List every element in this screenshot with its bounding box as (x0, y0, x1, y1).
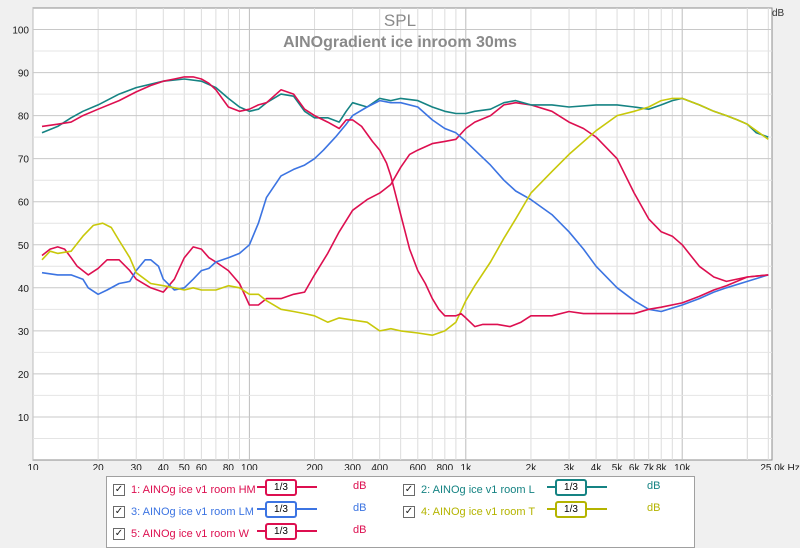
y-tick-label: 90 (18, 69, 30, 80)
legend-item: ✓ 1: AINOg ice v1 room HM (113, 481, 256, 499)
grid-lines (32, 8, 772, 460)
series-line-5 (41, 76, 769, 328)
series-4-smoothing-button[interactable]: 1/3 (555, 501, 587, 518)
x-tick-label: 10 (27, 463, 39, 470)
series-3-unit: dB (353, 502, 367, 514)
y-axis-label: dB (772, 8, 785, 19)
series-2-label: 2: AINOg ice v1 room L (421, 484, 535, 496)
x-tick-label: 600 (409, 463, 426, 470)
x-tick-label: 30 (131, 463, 143, 470)
y-tick-label: 40 (18, 284, 30, 295)
series-1-smoothing-button[interactable]: 1/3 (265, 479, 297, 496)
y-tick-label: 20 (18, 370, 30, 381)
series-3-checkbox[interactable]: ✓ (113, 506, 125, 518)
x-tick-label: 10k (674, 463, 691, 470)
series-4-unit: dB (647, 502, 661, 514)
legend-item: ✓ 4: AINOg ice v1 room T (403, 503, 535, 521)
legend-item: ✓ 3: AINOg ice v1 room LM (113, 503, 254, 521)
spl-chart: 10 20 30 40 50 60 70 80 90 100 10 20 30 40 50 60 80 100 2… (12, 7, 800, 470)
legend-item: ✓ 5: AINOg ice v1 room W (113, 525, 249, 543)
chart-title: SPL (384, 11, 416, 30)
x-tick-label: 40 (158, 463, 170, 470)
legend: ✓ 1: AINOg ice v1 room HM 1/3 dB ✓ 2: AI… (106, 476, 695, 548)
x-tick-label: 400 (371, 463, 388, 470)
x-tick-label: 800 (436, 463, 453, 470)
x-tick-label: 8k (656, 463, 668, 470)
series-1-checkbox[interactable]: ✓ (113, 484, 125, 496)
series-4-checkbox[interactable]: ✓ (403, 506, 415, 518)
y-axis-ticks: 10 20 30 40 50 60 70 80 90 100 (12, 26, 29, 424)
series-2-checkbox[interactable]: ✓ (403, 484, 415, 496)
x-tick-label: 5k (612, 463, 624, 470)
series-5-smoothing-button[interactable]: 1/3 (265, 523, 297, 540)
x-tick-label: 100 (241, 463, 258, 470)
series-line-2 (41, 78, 769, 138)
x-tick-label: 1k (461, 463, 473, 470)
x-tick-label: 50 (179, 463, 191, 470)
x-tick-label: 80 (223, 463, 235, 470)
x-tick-label: 2k (526, 463, 538, 470)
x-axis-ticks: 10 20 30 40 50 60 80 100 200 300 400 600 800 1k 2k 3k 4k… (27, 463, 799, 470)
x-tick-label: 4k (591, 463, 603, 470)
series-3-smoothing-button[interactable]: 1/3 (265, 501, 297, 518)
series-5-checkbox[interactable]: ✓ (113, 528, 125, 540)
x-tick-label: 300 (344, 463, 361, 470)
series-3-label: 3: AINOg ice v1 room LM (131, 506, 254, 518)
x-tick-label: 20 (93, 463, 105, 470)
series-line-1 (41, 101, 769, 306)
series-1-unit: dB (353, 480, 367, 492)
series-4-label: 4: AINOg ice v1 room T (421, 506, 536, 518)
y-tick-label: 100 (12, 26, 29, 37)
series-2-smoothing-button[interactable]: 1/3 (555, 479, 587, 496)
x-tick-label: 6k (629, 463, 641, 470)
series-line-4 (41, 97, 769, 336)
y-tick-label: 80 (18, 112, 30, 123)
y-tick-label: 50 (18, 241, 30, 252)
series-5-unit: dB (353, 524, 367, 536)
series-lines (41, 76, 769, 336)
y-tick-label: 30 (18, 327, 30, 338)
x-tick-label: 60 (196, 463, 208, 470)
y-tick-label: 60 (18, 198, 30, 209)
x-tick-label: 200 (306, 463, 323, 470)
y-tick-label: 70 (18, 155, 30, 166)
series-5-label: 5: AINOg ice v1 room W (131, 528, 249, 540)
legend-item: ✓ 2: AINOg ice v1 room L (403, 481, 535, 499)
series-2-unit: dB (647, 480, 661, 492)
x-tick-label: 7k (643, 463, 655, 470)
series-1-label: 1: AINOg ice v1 room HM (131, 484, 256, 496)
chart-subtitle: AINOgradient ice inroom 30ms (283, 34, 517, 51)
x-tick-label: 3k (564, 463, 576, 470)
y-tick-label: 10 (18, 413, 30, 424)
x-tick-label: 25,0k Hz (760, 463, 799, 470)
series-line-3 (41, 99, 769, 313)
